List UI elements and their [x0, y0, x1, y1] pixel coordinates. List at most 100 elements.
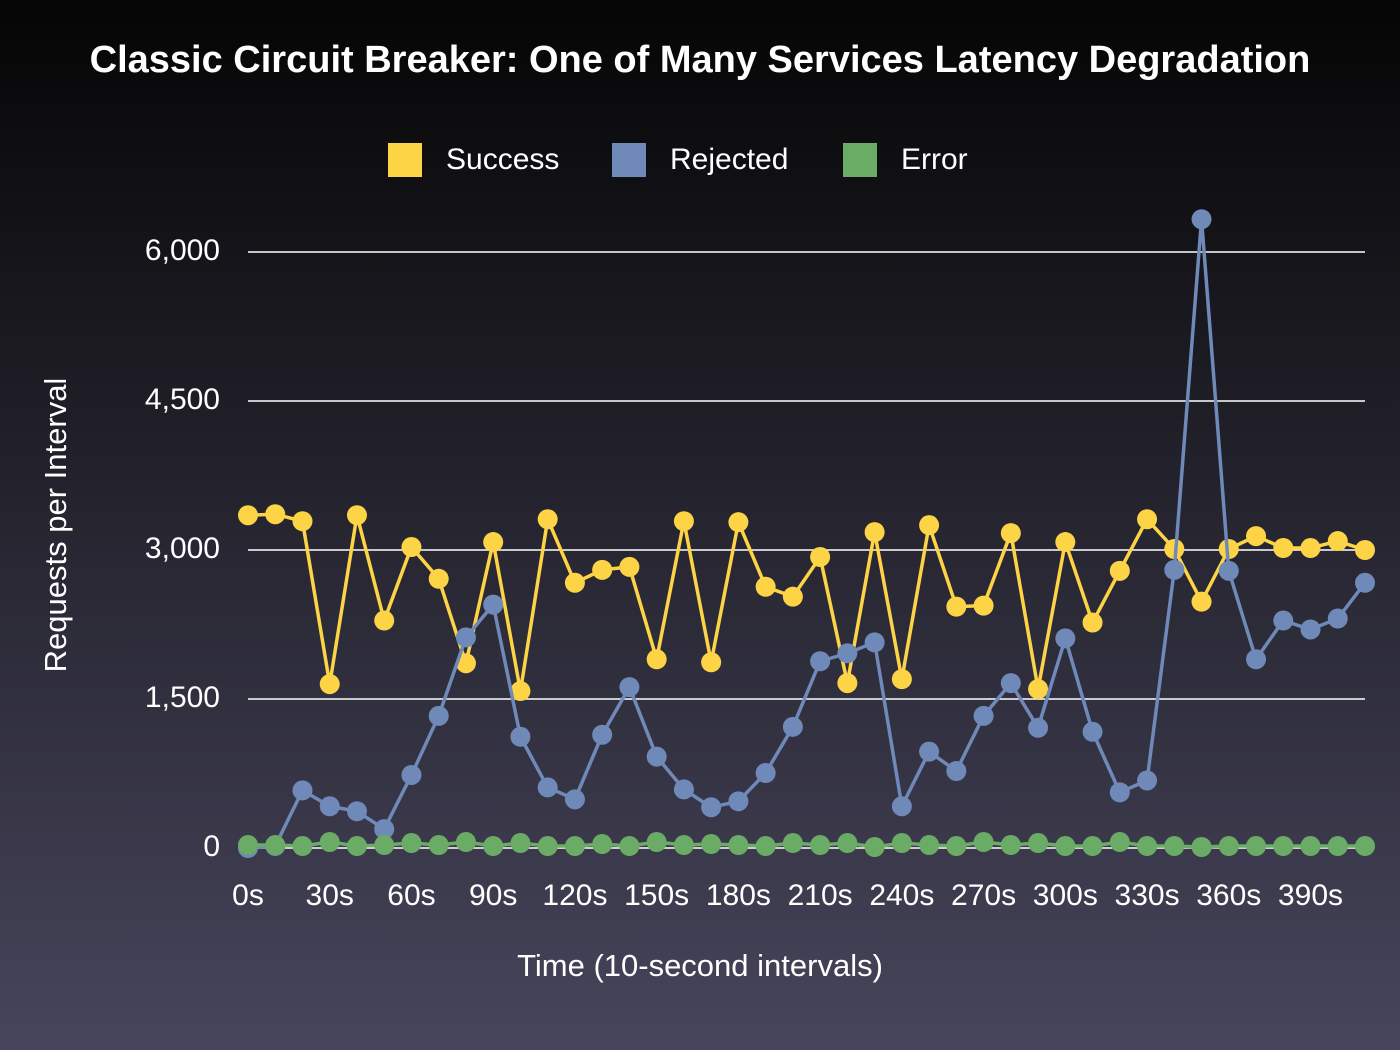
data-point	[891, 669, 912, 690]
data-point	[592, 724, 613, 745]
data-point	[1055, 836, 1076, 857]
data-point	[619, 677, 640, 698]
data-point	[782, 586, 803, 607]
legend-swatch	[612, 143, 646, 177]
data-point	[1055, 532, 1076, 553]
data-point	[564, 836, 585, 857]
x-axis-label: Time (10-second intervals)	[517, 948, 883, 983]
data-point	[483, 594, 504, 615]
data-point	[1109, 832, 1130, 853]
data-point	[728, 835, 749, 856]
data-point	[455, 627, 476, 648]
data-point	[973, 595, 994, 616]
data-point	[1055, 628, 1076, 649]
data-point	[1246, 526, 1267, 547]
x-tick-label: 300s	[1033, 879, 1098, 912]
data-point	[810, 651, 831, 672]
data-point	[810, 546, 831, 567]
y-tick-label: 4,500	[145, 383, 220, 416]
data-point	[619, 556, 640, 577]
data-point	[946, 761, 967, 782]
y-tick-label: 3,000	[145, 532, 220, 565]
data-point	[455, 832, 476, 853]
data-point	[646, 649, 667, 670]
data-point	[646, 746, 667, 767]
data-point	[701, 797, 722, 818]
data-point	[238, 505, 258, 526]
data-point	[1327, 836, 1348, 857]
data-point	[1137, 836, 1158, 857]
data-point	[728, 512, 749, 533]
data-point	[1218, 836, 1239, 857]
y-axis-label: Requests per Interval	[38, 378, 73, 673]
data-point	[1000, 835, 1021, 856]
y-tick-label: 0	[203, 830, 220, 863]
data-point	[346, 836, 367, 857]
data-point	[1191, 209, 1212, 230]
data-point	[564, 572, 585, 593]
data-point	[1028, 679, 1049, 700]
data-point	[673, 835, 694, 856]
chart-title: Classic Circuit Breaker: One of Many Ser…	[90, 39, 1311, 81]
x-tick-label: 210s	[788, 879, 853, 912]
data-point	[919, 835, 940, 856]
data-point	[428, 705, 449, 726]
data-point	[1355, 540, 1375, 560]
x-tick-label: 30s	[306, 879, 354, 912]
data-point	[837, 643, 858, 664]
data-point	[346, 505, 367, 526]
data-point	[837, 833, 858, 854]
x-tick-label: 0s	[232, 879, 264, 912]
data-point	[919, 741, 940, 762]
data-point	[810, 835, 831, 856]
data-point	[1000, 523, 1021, 544]
data-point	[292, 780, 313, 801]
x-tick-label: 120s	[542, 879, 607, 912]
x-tick-label: 330s	[1115, 879, 1180, 912]
data-point	[673, 511, 694, 532]
data-point	[374, 835, 395, 856]
data-point	[374, 610, 395, 631]
data-point	[1000, 673, 1021, 694]
y-tick-label: 6,000	[145, 234, 220, 267]
data-point	[428, 568, 449, 589]
data-point	[701, 834, 722, 855]
data-point	[1273, 610, 1294, 631]
x-tick-label: 360s	[1196, 879, 1261, 912]
data-point	[755, 576, 776, 597]
data-point	[374, 819, 395, 840]
data-point	[864, 632, 885, 653]
x-tick-label: 390s	[1278, 879, 1343, 912]
data-point	[619, 836, 640, 857]
data-point	[1137, 770, 1158, 791]
data-point	[319, 796, 340, 817]
data-point	[701, 652, 722, 673]
data-point	[1246, 836, 1267, 857]
data-point	[1300, 836, 1321, 857]
x-tick-label: 240s	[869, 879, 934, 912]
data-point	[1082, 836, 1103, 857]
data-point	[510, 681, 531, 702]
data-point	[592, 834, 613, 855]
x-tick-label: 270s	[951, 879, 1016, 912]
data-point	[782, 716, 803, 737]
data-point	[1300, 619, 1321, 640]
data-point	[973, 705, 994, 726]
data-point	[265, 835, 286, 856]
data-point	[1082, 721, 1103, 742]
data-point	[510, 726, 531, 747]
data-point	[1109, 560, 1130, 581]
data-point	[755, 763, 776, 784]
data-point	[1300, 538, 1321, 559]
data-point	[483, 836, 504, 857]
data-point	[537, 509, 558, 530]
data-point	[1191, 591, 1212, 612]
data-point	[1164, 559, 1185, 580]
legend-swatch	[843, 143, 877, 177]
data-point	[483, 532, 504, 553]
data-point	[946, 836, 967, 857]
data-point	[428, 835, 449, 856]
data-point	[1246, 649, 1267, 670]
data-point	[292, 511, 313, 532]
